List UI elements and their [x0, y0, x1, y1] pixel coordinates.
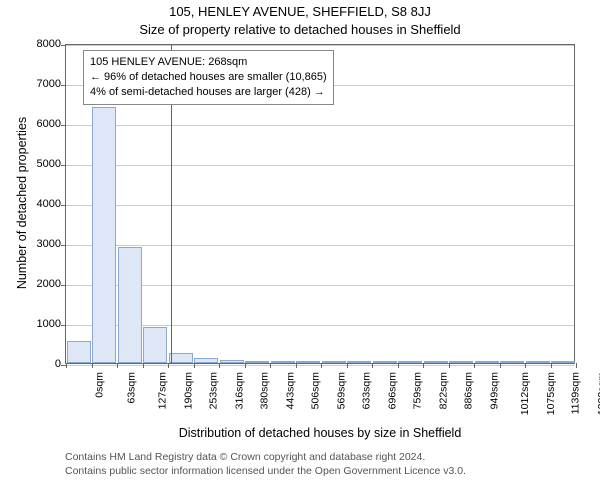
xtick-label: 1139sqm — [569, 372, 581, 414]
xtick-mark — [66, 363, 67, 368]
gridline — [66, 45, 574, 46]
xtick-label: 443sqm — [284, 372, 296, 409]
xtick-mark — [117, 363, 118, 368]
ytick-label: 0 — [21, 358, 61, 370]
histogram-bar — [551, 361, 575, 363]
ytick-label: 2000 — [21, 278, 61, 290]
ytick-mark — [61, 165, 66, 166]
xtick-label: 190sqm — [182, 372, 194, 409]
xtick-label: 127sqm — [156, 372, 168, 409]
ytick-label: 4000 — [21, 198, 61, 210]
histogram-bar — [245, 361, 269, 363]
xtick-mark — [500, 363, 501, 368]
histogram-bar — [194, 358, 218, 363]
xtick-label: 886sqm — [462, 372, 474, 409]
gridline — [66, 325, 574, 326]
footer-line-1: Contains HM Land Registry data © Crown c… — [65, 450, 466, 464]
ytick-label: 6000 — [21, 118, 61, 130]
page-subtitle: Size of property relative to detached ho… — [0, 22, 600, 37]
ytick-mark — [61, 205, 66, 206]
xtick-label: 759sqm — [411, 372, 423, 409]
xtick-mark — [449, 363, 450, 368]
histogram-bar — [220, 360, 244, 363]
footer-attribution: Contains HM Land Registry data © Crown c… — [65, 450, 466, 478]
ytick-label: 3000 — [21, 238, 61, 250]
annotation-line: 105 HENLEY AVENUE: 268sqm — [90, 55, 327, 70]
ytick-label: 5000 — [21, 158, 61, 170]
histogram-bar — [118, 247, 142, 363]
xtick-mark — [321, 363, 322, 368]
xtick-label: 569sqm — [335, 372, 347, 409]
histogram-bar — [398, 361, 422, 363]
ytick-mark — [61, 45, 66, 46]
histogram-bar — [169, 353, 193, 363]
ytick-label: 1000 — [21, 318, 61, 330]
xtick-label: 633sqm — [360, 372, 372, 409]
histogram-bar — [296, 361, 320, 363]
ytick-mark — [61, 125, 66, 126]
histogram-bar — [92, 107, 116, 363]
annotation-line: ← 96% of detached houses are smaller (10… — [90, 70, 327, 85]
xtick-mark — [245, 363, 246, 368]
ytick-mark — [61, 245, 66, 246]
xtick-mark — [423, 363, 424, 368]
xtick-mark — [219, 363, 220, 368]
histogram-bar — [449, 361, 473, 363]
xtick-label: 316sqm — [233, 372, 245, 409]
xtick-mark — [296, 363, 297, 368]
xtick-label: 380sqm — [258, 372, 270, 409]
ytick-label: 8000 — [21, 38, 61, 50]
xtick-mark — [347, 363, 348, 368]
xtick-label: 253sqm — [207, 372, 219, 409]
xtick-mark — [372, 363, 373, 368]
gridline — [66, 165, 574, 166]
histogram-bar — [526, 361, 550, 363]
histogram-bar — [373, 361, 397, 363]
ytick-mark — [61, 285, 66, 286]
histogram-bar — [424, 361, 448, 363]
gridline — [66, 125, 574, 126]
page-title: 105, HENLEY AVENUE, SHEFFIELD, S8 8JJ — [0, 4, 600, 19]
xtick-label: 949sqm — [488, 372, 500, 409]
footer-line-2: Contains public sector information licen… — [65, 464, 466, 478]
xtick-label: 1202sqm — [596, 372, 600, 415]
x-axis-label: Distribution of detached houses by size … — [65, 426, 575, 440]
xtick-label: 0sqm — [94, 372, 106, 398]
histogram-bar — [475, 361, 499, 363]
xtick-label: 696sqm — [386, 372, 398, 409]
histogram-bar — [322, 361, 346, 363]
xtick-label: 63sqm — [125, 372, 137, 404]
xtick-mark — [168, 363, 169, 368]
histogram-bar — [500, 361, 524, 363]
gridline — [66, 285, 574, 286]
xtick-mark — [551, 363, 552, 368]
histogram-bar — [271, 361, 295, 363]
histogram-bar — [143, 327, 167, 363]
xtick-mark — [398, 363, 399, 368]
ytick-mark — [61, 85, 66, 86]
histogram-bar — [67, 341, 91, 363]
reference-annotation: 105 HENLEY AVENUE: 268sqm← 96% of detach… — [83, 50, 334, 105]
xtick-label: 822sqm — [437, 372, 449, 409]
xtick-mark — [270, 363, 271, 368]
xtick-mark — [194, 363, 195, 368]
histogram-bar — [347, 361, 371, 363]
xtick-mark — [92, 363, 93, 368]
gridline — [66, 245, 574, 246]
ytick-mark — [61, 325, 66, 326]
xtick-label: 1075sqm — [545, 372, 557, 415]
xtick-mark — [474, 363, 475, 368]
xtick-mark — [525, 363, 526, 368]
xtick-mark — [576, 363, 577, 368]
xtick-label: 1012sqm — [519, 372, 531, 415]
annotation-line: 4% of semi-detached houses are larger (4… — [90, 85, 327, 100]
gridline — [66, 205, 574, 206]
xtick-mark — [143, 363, 144, 368]
xtick-label: 506sqm — [309, 372, 321, 409]
ytick-label: 7000 — [21, 78, 61, 90]
